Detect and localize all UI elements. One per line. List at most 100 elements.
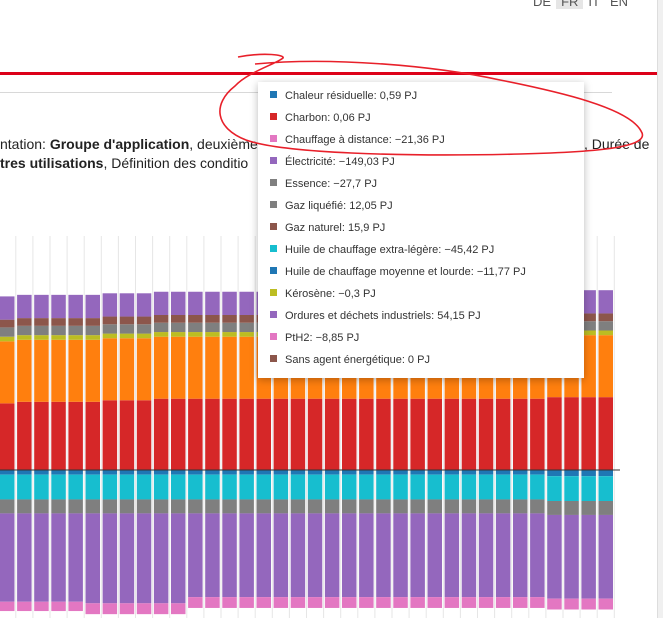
lang-de[interactable]: DE — [533, 0, 552, 9]
bar-segment — [256, 597, 271, 608]
bar-segment — [222, 332, 237, 337]
bar-segment — [34, 601, 49, 612]
bar-segment — [513, 474, 528, 500]
bar-segment — [205, 499, 220, 514]
bar-segment — [205, 322, 220, 333]
bar-segment — [102, 603, 118, 615]
header-divider — [0, 72, 657, 75]
bar-segment — [188, 291, 203, 315]
bar-segment — [513, 597, 528, 608]
bar-segment — [359, 470, 374, 475]
bar-segment — [85, 603, 100, 615]
bar-segment — [478, 398, 494, 470]
bar-segment — [324, 474, 340, 500]
bar-segment — [17, 474, 32, 500]
bar-segment — [153, 315, 169, 323]
tooltip-item: Gaz liquéfié: 12,05 PJ — [270, 200, 393, 212]
bar-segment — [581, 514, 596, 599]
bar-segment — [34, 401, 49, 470]
lang-it[interactable]: IT — [588, 0, 600, 9]
bar-segment — [136, 333, 152, 339]
bar-segment — [119, 324, 135, 334]
bar-segment — [393, 474, 408, 500]
bar-segment — [51, 499, 66, 514]
lang-en[interactable]: EN — [609, 0, 629, 9]
bar-segment — [136, 293, 152, 317]
bar-segment — [205, 336, 220, 399]
bar-segment — [171, 315, 186, 323]
bar-segment — [0, 470, 15, 475]
bar-segment — [324, 398, 340, 470]
bar-segment — [188, 470, 203, 475]
language-switcher: DE FR IT EN — [528, 0, 633, 9]
bar-segment — [68, 601, 83, 612]
bar-segment — [17, 470, 32, 475]
bar-segment — [342, 470, 357, 475]
bar-segment — [136, 400, 152, 470]
bar-segment — [102, 474, 118, 500]
bar-segment — [119, 499, 135, 514]
bar-segment — [324, 513, 340, 598]
bar-segment — [393, 398, 408, 470]
bar-segment — [547, 470, 562, 477]
bar-segment — [598, 397, 613, 470]
bar-segment — [564, 397, 579, 470]
bar-segment — [17, 601, 32, 612]
bar-segment — [0, 336, 15, 342]
bar-segment — [34, 339, 49, 402]
bar-segment — [239, 597, 254, 608]
bar-segment — [68, 499, 83, 514]
bar-segment — [581, 313, 596, 322]
bar-segment — [68, 325, 83, 336]
bar-segment — [171, 398, 186, 470]
bar-segment — [581, 330, 596, 336]
bar-segment — [444, 470, 460, 475]
bar-segment — [376, 597, 391, 608]
tooltip-item: Chauffage à distance: −21,36 PJ — [270, 134, 445, 146]
bar-segment — [547, 598, 562, 610]
bar-segment — [461, 474, 477, 500]
bar-segment — [598, 330, 613, 336]
scrollbar[interactable] — [657, 0, 663, 618]
bar-segment — [188, 474, 203, 500]
bar-segment — [17, 339, 32, 402]
bar-segment — [222, 597, 237, 608]
bar-segment — [290, 597, 306, 608]
bar-segment — [85, 401, 100, 470]
legend-swatch — [270, 289, 277, 296]
bar-segment — [119, 293, 135, 317]
bar-segment — [239, 332, 254, 337]
bar-segment — [239, 336, 254, 399]
bar-segment — [427, 474, 442, 500]
bar-segment — [410, 398, 425, 470]
bar-segment — [34, 513, 49, 602]
bar-segment — [0, 474, 15, 500]
bar-segment — [393, 499, 408, 514]
bar-segment — [256, 474, 271, 500]
bar-segment — [513, 470, 528, 475]
bar-segment — [222, 513, 237, 598]
bar-segment — [376, 398, 391, 470]
bar-segment — [119, 513, 135, 604]
bar-segment — [598, 335, 613, 398]
bar-segment — [444, 513, 460, 598]
bar-segment — [342, 597, 357, 608]
bar-segment — [136, 513, 152, 604]
bar-segment — [427, 499, 442, 514]
bar-segment — [444, 398, 460, 470]
bar-segment — [598, 470, 613, 477]
bar-segment — [222, 474, 237, 500]
bar-segment — [427, 597, 442, 608]
bar-segment — [256, 499, 271, 514]
bar-segment — [530, 474, 545, 500]
bar-segment — [444, 474, 460, 500]
bar-segment — [239, 322, 254, 333]
bar-segment — [102, 513, 118, 604]
bar-segment — [359, 597, 374, 608]
bar-segment — [342, 398, 357, 470]
bar-segment — [17, 318, 32, 326]
bar-segment — [598, 598, 613, 610]
bar-segment — [376, 474, 391, 500]
bar-segment — [0, 513, 15, 602]
lang-fr[interactable]: FR — [556, 0, 584, 9]
